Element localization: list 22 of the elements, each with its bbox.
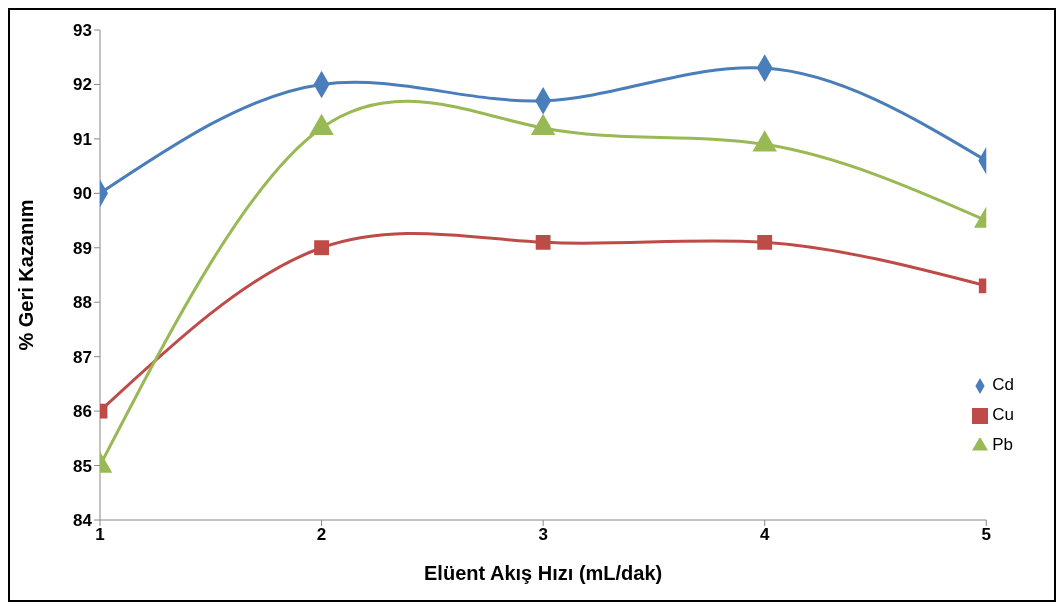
y-tick-label: 89 [73,238,92,258]
legend-label: Cu [992,405,1014,424]
x-axis-title: Elüent Akış Hızı (mL/dak) [424,562,663,584]
x-tick-label: 1 [95,525,105,545]
y-tick-label: 91 [73,129,92,149]
y-tick-label: 93 [73,21,92,41]
legend-label: Cd [992,375,1014,394]
legend-label: Pb [992,435,1014,454]
point [535,234,551,250]
y-tick-label: 90 [73,184,92,204]
x-tick-label: 4 [759,525,770,545]
y-tick-label: 88 [73,293,92,313]
y-tick-label: 87 [73,347,92,367]
x-tick-label: 5 [981,525,991,545]
x-tick-label: 2 [316,525,327,545]
y-tick-label: 92 [73,75,92,95]
y-tick-label: 84 [73,511,93,531]
point [757,234,773,250]
y-tick-label: 86 [73,402,92,422]
x-tick-label: 3 [538,525,548,545]
y-axis-title: % Geri Kazanım [15,199,38,351]
y-tick-label: 85 [73,456,92,476]
